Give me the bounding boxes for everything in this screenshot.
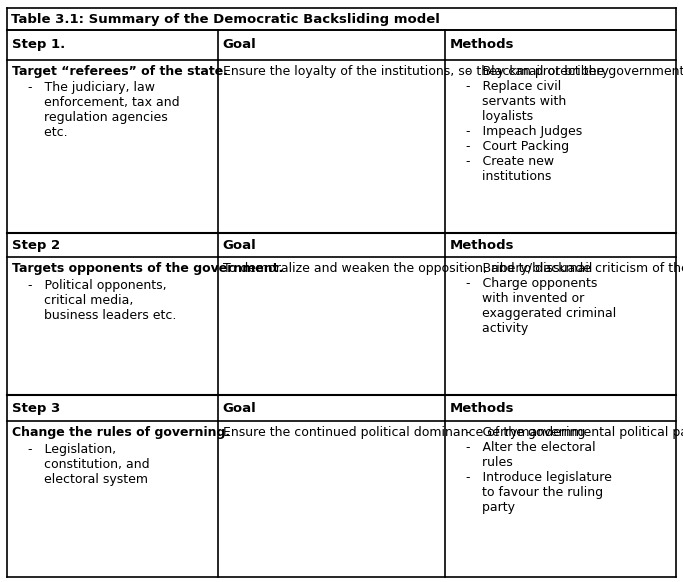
Text: -   Legislation,
        constitution, and
        electoral system: - Legislation, constitution, and elector… <box>12 443 150 486</box>
Text: Step 1.: Step 1. <box>12 38 66 51</box>
Text: Methods: Methods <box>450 402 515 414</box>
Text: Goal: Goal <box>223 38 257 51</box>
Text: Goal: Goal <box>223 239 257 251</box>
Text: -   Bribery/blackmail
    -   Charge opponents
        with invented or
        : - Bribery/blackmail - Charge opponents w… <box>450 262 617 335</box>
Text: Ensure the loyalty of the institutions, so they can protect the government and a: Ensure the loyalty of the institutions, … <box>223 65 683 77</box>
Text: Table 3.1: Summary of the Democratic Backsliding model: Table 3.1: Summary of the Democratic Bac… <box>11 12 440 26</box>
Text: -   Blackmail or bribery
    -   Replace civil
        servants with
        loy: - Blackmail or bribery - Replace civil s… <box>450 65 609 183</box>
Text: -   Gerrymandering
    -   Alter the electoral
        rules
    -   Introduce l: - Gerrymandering - Alter the electoral r… <box>450 426 612 514</box>
Text: -   Political opponents,
        critical media,
        business leaders etc.: - Political opponents, critical media, b… <box>12 279 176 322</box>
Text: Step 2: Step 2 <box>12 239 60 251</box>
Text: Step 3: Step 3 <box>12 402 60 414</box>
Text: To demoralize and weaken the opposition, and to dissuade criticism of the govern: To demoralize and weaken the opposition,… <box>223 262 683 275</box>
Text: Methods: Methods <box>450 239 515 251</box>
Text: Target “referees” of the state.: Target “referees” of the state. <box>12 65 228 77</box>
Text: Change the rules of governing.: Change the rules of governing. <box>12 426 230 439</box>
Text: Methods: Methods <box>450 38 515 51</box>
Text: Ensure the continued political dominance of the governmental political party: Ensure the continued political dominance… <box>223 426 683 439</box>
Text: Targets opponents of the government.: Targets opponents of the government. <box>12 262 283 275</box>
Text: -   The judiciary, law
        enforcement, tax and
        regulation agencies
: - The judiciary, law enforcement, tax an… <box>12 81 180 139</box>
Text: Goal: Goal <box>223 402 257 414</box>
